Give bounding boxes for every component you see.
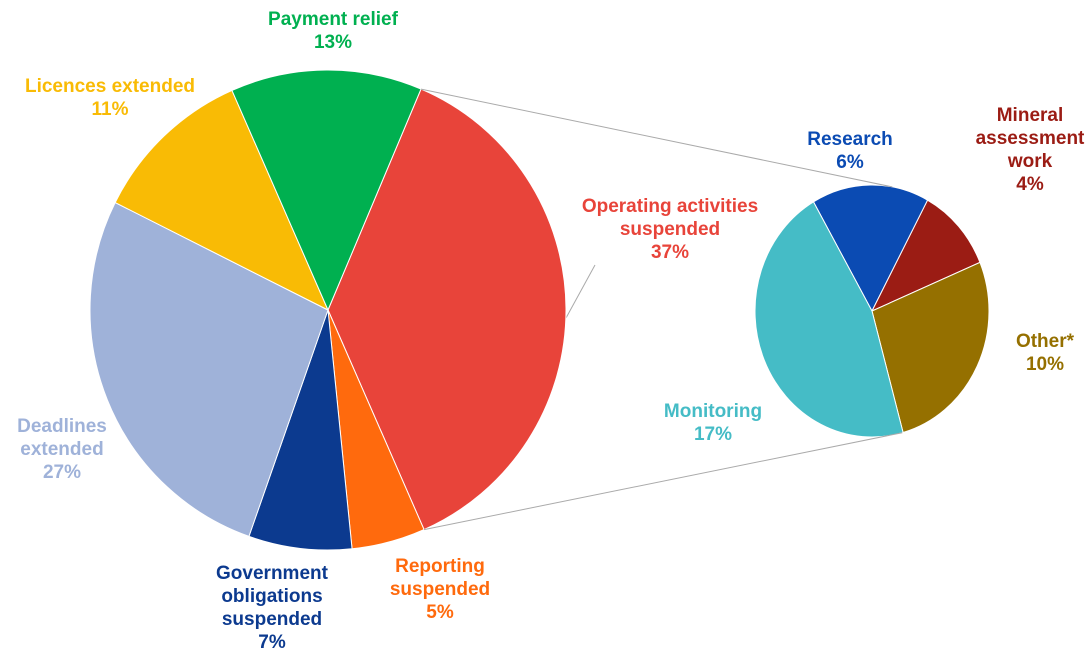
slice-name: Licences extended bbox=[24, 76, 196, 97]
slice-label: Deadlines extended 27% bbox=[7, 415, 117, 484]
slice-label: Reporting suspended 5% bbox=[370, 555, 510, 624]
connector-line bbox=[423, 432, 903, 531]
pie-slice bbox=[812, 184, 929, 313]
pie-slice bbox=[89, 201, 329, 538]
slice-name: Payment relief bbox=[268, 9, 398, 30]
pie-slice bbox=[871, 261, 990, 434]
slice-label: Research 6% bbox=[790, 128, 910, 174]
slice-name: Research bbox=[807, 129, 893, 150]
slice-label: Other* 10% bbox=[995, 330, 1091, 376]
slice-label: Monitoring 17% bbox=[643, 400, 783, 446]
slice-name: Government obligations suspended bbox=[216, 563, 328, 630]
slice-name: Monitoring bbox=[663, 401, 763, 422]
pie-slice bbox=[114, 89, 330, 312]
connector-line bbox=[420, 88, 893, 188]
slice-name: Reporting suspended bbox=[389, 556, 491, 600]
slice-label: Licences extended 11% bbox=[0, 75, 220, 121]
slice-value: 13% bbox=[313, 32, 353, 53]
slice-value: 10% bbox=[1025, 354, 1065, 375]
slice-value: 6% bbox=[836, 152, 864, 173]
slice-value: 4% bbox=[1016, 174, 1044, 195]
slice-value: 7% bbox=[258, 632, 286, 653]
slice-name: Deadlines extended bbox=[17, 416, 107, 460]
pie-slice bbox=[327, 88, 567, 531]
slice-name: Mineral assessment work bbox=[975, 105, 1085, 172]
slice-label: Government obligations suspended 7% bbox=[197, 562, 347, 654]
slice-value: 37% bbox=[650, 242, 690, 263]
slice-name: Other* bbox=[1015, 331, 1075, 352]
slice-name: Operating activities suspended bbox=[581, 196, 759, 240]
slice-value: 27% bbox=[42, 462, 82, 483]
slice-label: Operating activities suspended 37% bbox=[550, 195, 790, 264]
slice-value: 5% bbox=[426, 602, 454, 623]
pie-slice bbox=[248, 309, 353, 551]
leader-line bbox=[565, 264, 596, 319]
slice-value: 17% bbox=[693, 424, 733, 445]
slice-label: Mineral assessment work 4% bbox=[970, 104, 1090, 196]
pie-slice bbox=[870, 199, 981, 313]
pie-slice bbox=[231, 69, 422, 312]
pie-slice bbox=[754, 201, 904, 438]
slice-label: Payment relief 13% bbox=[233, 8, 433, 54]
slice-value: 11% bbox=[91, 99, 129, 120]
